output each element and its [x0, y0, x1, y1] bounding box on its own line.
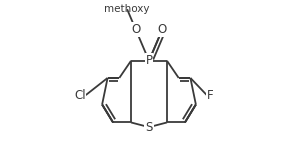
- Text: Cl: Cl: [74, 89, 86, 102]
- Text: methoxy: methoxy: [104, 4, 150, 14]
- Text: S: S: [145, 121, 153, 134]
- Text: F: F: [207, 89, 213, 102]
- Text: P: P: [145, 54, 153, 67]
- Text: O: O: [158, 23, 167, 36]
- Text: O: O: [131, 23, 140, 36]
